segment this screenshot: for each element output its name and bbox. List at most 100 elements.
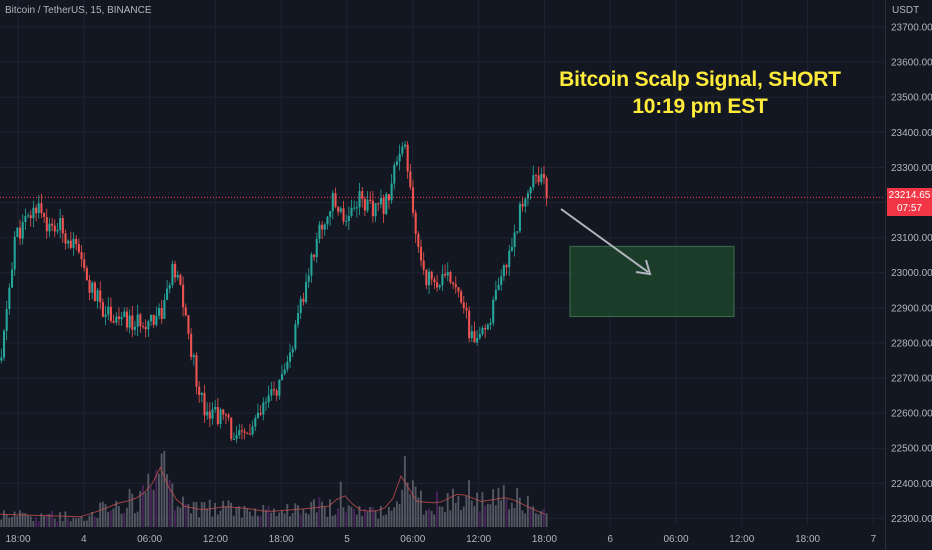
candle-body bbox=[5, 309, 8, 331]
candle-body bbox=[206, 411, 209, 416]
volume-bar bbox=[419, 490, 422, 527]
candle-body bbox=[139, 314, 142, 327]
candle-body bbox=[149, 314, 153, 322]
candle-body bbox=[155, 315, 158, 325]
candle-body bbox=[248, 433, 251, 435]
candle-body bbox=[286, 361, 289, 370]
volume-bar bbox=[45, 514, 48, 527]
candle-body bbox=[160, 308, 163, 319]
candle-body bbox=[486, 324, 489, 330]
volume-bar bbox=[414, 486, 417, 527]
volume-bar bbox=[10, 517, 13, 527]
volume-bar bbox=[433, 514, 436, 527]
volume-bar bbox=[345, 512, 348, 527]
volume-bar bbox=[109, 510, 112, 527]
volume-bar bbox=[128, 488, 131, 527]
candle-body bbox=[417, 233, 420, 247]
volume-bar bbox=[505, 498, 508, 527]
volume-bar bbox=[395, 501, 398, 527]
price-tick-label: 22900.00 bbox=[891, 303, 932, 314]
volume-bar bbox=[67, 518, 70, 527]
volume-bar bbox=[80, 516, 83, 527]
candle-body bbox=[211, 409, 214, 419]
volume-bar bbox=[280, 510, 283, 527]
candle-body bbox=[542, 174, 546, 179]
volume-bar bbox=[321, 501, 323, 527]
volume-bars bbox=[0, 451, 548, 527]
volume-bar bbox=[337, 508, 339, 527]
candle-body bbox=[473, 331, 476, 343]
volume-bar bbox=[347, 505, 350, 527]
volume-bar bbox=[152, 489, 155, 527]
candle-body bbox=[152, 314, 155, 325]
volume-bar bbox=[51, 510, 53, 527]
volume-bar bbox=[61, 521, 64, 527]
candle-body bbox=[190, 333, 193, 358]
volume-bar bbox=[136, 511, 139, 527]
volume-bar bbox=[147, 473, 150, 527]
volume-bar bbox=[120, 513, 123, 527]
candle-body bbox=[291, 348, 294, 353]
candle-body bbox=[481, 327, 484, 335]
candle-body bbox=[513, 232, 516, 248]
price-tick-label: 23600.00 bbox=[891, 58, 932, 69]
volume-bar bbox=[537, 514, 540, 527]
volume-bar bbox=[331, 515, 334, 527]
target-zone bbox=[569, 245, 735, 318]
candle-body bbox=[331, 193, 334, 212]
volume-bar bbox=[457, 495, 460, 527]
candle-body bbox=[128, 315, 131, 328]
volume-bar bbox=[248, 511, 251, 527]
volume-bar bbox=[417, 497, 420, 527]
candle-body bbox=[219, 409, 222, 424]
time-tick-label: 06:00 bbox=[137, 534, 162, 545]
candle-body bbox=[259, 412, 262, 415]
candle-body bbox=[115, 316, 118, 323]
volume-bar bbox=[460, 510, 462, 527]
candle-body bbox=[521, 203, 524, 207]
candle-body bbox=[230, 417, 233, 440]
price-tick-label: 23400.00 bbox=[891, 128, 932, 139]
last-price-badge: 23214.65 07:57 bbox=[887, 188, 932, 216]
volume-bar bbox=[353, 508, 356, 527]
volume-bar bbox=[192, 501, 195, 527]
candle-body bbox=[163, 299, 166, 319]
candle-body bbox=[494, 290, 497, 300]
volume-bar bbox=[393, 507, 396, 527]
signal-annotation[interactable]: Bitcoin Scalp Signal, SHORT 10:19 pm EST bbox=[520, 66, 880, 120]
volume-bar bbox=[125, 507, 128, 527]
price-tick-label: 22700.00 bbox=[891, 374, 932, 385]
candle-body bbox=[144, 326, 147, 330]
candle-body bbox=[158, 308, 161, 316]
volume-bar bbox=[465, 495, 468, 527]
price-tick-label: 22300.00 bbox=[891, 514, 932, 525]
time-tick-label: 18:00 bbox=[269, 534, 294, 545]
candle-body bbox=[56, 230, 59, 232]
volume-bar bbox=[99, 502, 102, 527]
candle-body bbox=[422, 260, 425, 270]
volume-bar bbox=[470, 500, 473, 527]
candle-body bbox=[91, 282, 94, 293]
arrow-head bbox=[635, 259, 652, 276]
candle-body bbox=[59, 218, 62, 231]
candle-body bbox=[251, 426, 254, 435]
candle-body bbox=[147, 321, 150, 330]
volume-bar bbox=[382, 515, 385, 527]
time-axis: 18:00 4 06:00 12:00 18:00 5 06:00 12:00 18:00 6 06… bbox=[5, 534, 876, 545]
time-tick-label: 4 bbox=[81, 534, 87, 545]
volume-bar bbox=[72, 517, 75, 527]
candle-body bbox=[436, 282, 439, 288]
volume-bar bbox=[428, 508, 430, 527]
candle-body bbox=[419, 246, 423, 261]
symbol-legend[interactable]: Bitcoin / TetherUS, 15, BINANCE bbox=[5, 5, 152, 16]
volume-bar bbox=[385, 514, 388, 527]
candle-body bbox=[208, 411, 211, 419]
volume-bar bbox=[32, 521, 35, 527]
candle-body bbox=[433, 279, 436, 283]
candle-body bbox=[321, 224, 324, 230]
candle-body bbox=[444, 273, 447, 276]
candle-body bbox=[500, 276, 503, 285]
target-zone-box bbox=[569, 245, 735, 318]
volume-bar bbox=[187, 504, 190, 527]
